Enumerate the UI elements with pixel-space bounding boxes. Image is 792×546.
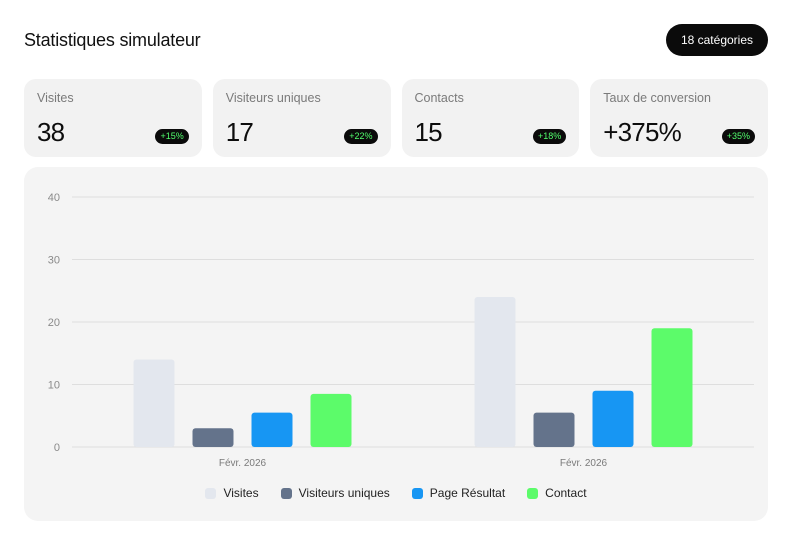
legend-swatch	[411, 487, 423, 499]
bar-page-r-sultat[interactable]	[592, 390, 634, 447]
trend-badge: +15%	[155, 129, 189, 144]
stat-cards: Visites 38 +15% Visiteurs uniques 17 +22…	[24, 79, 768, 157]
legend-label: Visiteurs uniques	[298, 486, 390, 500]
legend-label: Contact	[545, 486, 587, 500]
bar-visiteurs-uniques[interactable]	[192, 428, 234, 447]
y-tick-label: 0	[54, 442, 60, 454]
chart-legend: Visites Visiteurs uniques Page Résultat Con…	[24, 486, 768, 500]
stat-card-contacts: Contacts 15 +18%	[401, 79, 580, 157]
trend-badge: +18%	[532, 129, 567, 144]
stat-label: Visites	[37, 91, 74, 105]
stat-label: Visiteurs uniques	[225, 91, 321, 105]
chart-panel: 0 10 20 30 40 Févr. 2026 Févr. 2026 Visites Vis…	[24, 167, 768, 521]
stat-value: +375%	[603, 117, 681, 147]
legend-item[interactable]: Contact	[527, 486, 587, 500]
legend-swatch	[527, 487, 539, 499]
y-tick-label: 40	[48, 192, 60, 204]
legend-label: Visites	[223, 486, 259, 500]
y-tick-label: 10	[48, 380, 60, 392]
stat-card-visiteurs-uniques: Visiteurs uniques 17 +22%	[212, 79, 391, 157]
trend-badge: +35%	[721, 129, 755, 144]
bar-visites[interactable]	[474, 297, 516, 447]
bar-page-r-sultat[interactable]	[251, 412, 293, 447]
header: Statistiques simulateur 18 catégories	[24, 24, 768, 56]
x-tick-label: Févr. 2026	[560, 458, 608, 469]
trend-badge: +22%	[344, 129, 378, 144]
legend-label: Page Résultat	[429, 486, 506, 500]
bar-contact[interactable]	[651, 328, 693, 447]
stat-value: 38	[37, 117, 65, 147]
legend-item[interactable]: Page Résultat	[411, 486, 506, 500]
x-tick-label: Févr. 2026	[219, 458, 267, 469]
bar-chart: 0 10 20 30 40 Févr. 2026 Févr. 2026	[48, 192, 754, 469]
stat-card-taux-conversion: Taux de conversion +375% +35%	[590, 79, 768, 157]
bar-contact[interactable]	[310, 393, 352, 447]
page-title: Statistiques simulateur	[24, 29, 201, 50]
categories-button[interactable]: 18 catégories	[665, 24, 768, 56]
y-tick-label: 30	[48, 255, 60, 267]
stat-card-visites: Visites 38 +15%	[24, 79, 202, 157]
stat-value: 17	[225, 117, 254, 147]
y-tick-label: 20	[48, 317, 60, 329]
stat-label: Taux de conversion	[603, 91, 711, 105]
legend-item[interactable]: Visiteurs uniques	[280, 486, 390, 500]
legend-swatch	[280, 487, 292, 499]
stat-value: 15	[414, 117, 443, 147]
bar-visites[interactable]	[133, 359, 175, 448]
legend-item[interactable]: Visites	[205, 486, 259, 500]
legend-swatch	[205, 487, 217, 499]
bar-visiteurs-uniques[interactable]	[533, 412, 575, 447]
stat-label: Contacts	[414, 91, 464, 105]
